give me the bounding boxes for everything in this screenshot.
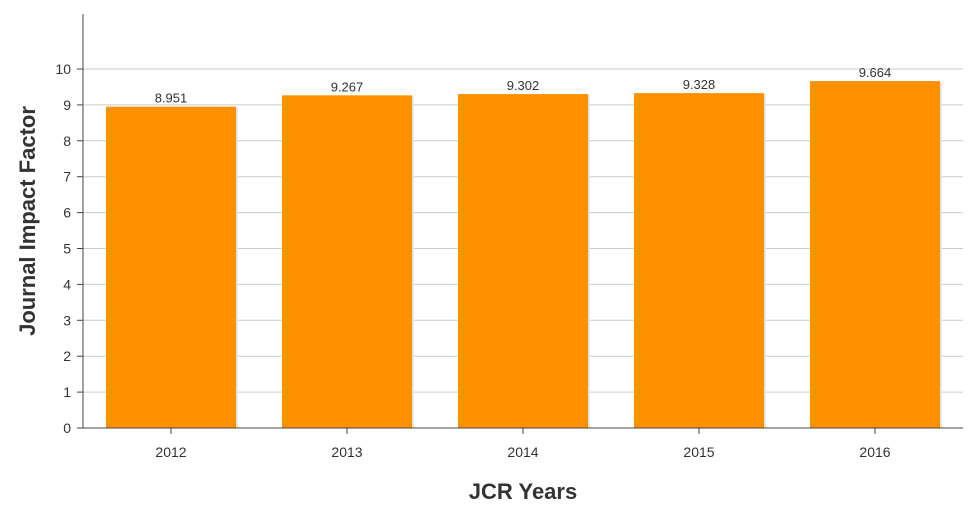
bar-2013 — [282, 95, 412, 428]
bar-2016 — [810, 81, 940, 428]
y-tick-label: 3 — [63, 312, 71, 328]
y-tick-label: 7 — [63, 169, 71, 185]
x-tick-label: 2014 — [507, 444, 538, 460]
x-axis-ticks: 2012 2013 2014 2015 2016 — [155, 428, 891, 460]
y-tick-label: 8 — [63, 133, 71, 149]
value-label: 9.267 — [331, 79, 364, 94]
y-tick-label: 1 — [63, 384, 71, 400]
y-tick-label: 10 — [55, 61, 71, 77]
y-tick-label: 6 — [63, 205, 71, 221]
y-tick-label: 4 — [63, 276, 71, 292]
value-label: 9.328 — [683, 77, 716, 92]
value-label: 9.302 — [507, 78, 540, 93]
y-tick-label: 0 — [63, 420, 71, 436]
x-tick-label: 2016 — [859, 444, 890, 460]
y-tick-label: 9 — [63, 97, 71, 113]
value-label: 9.664 — [859, 65, 892, 80]
y-tick-label: 5 — [63, 241, 71, 257]
y-axis-title: Journal Impact Factor — [15, 106, 40, 336]
value-label: 8.951 — [155, 91, 188, 106]
value-labels: 8.951 9.267 9.302 9.328 9.664 — [155, 65, 892, 106]
y-tick-label: 2 — [63, 348, 71, 364]
bars — [106, 81, 942, 428]
bar-2015 — [634, 93, 764, 428]
x-tick-label: 2012 — [155, 444, 186, 460]
x-tick-label: 2015 — [683, 444, 714, 460]
bar-2014 — [458, 94, 588, 428]
y-axis-ticks: 0 1 2 3 4 5 6 7 8 9 10 — [55, 61, 83, 436]
x-axis-title: JCR Years — [469, 479, 577, 504]
x-tick-label: 2013 — [331, 444, 362, 460]
bar-2012 — [106, 106, 236, 428]
